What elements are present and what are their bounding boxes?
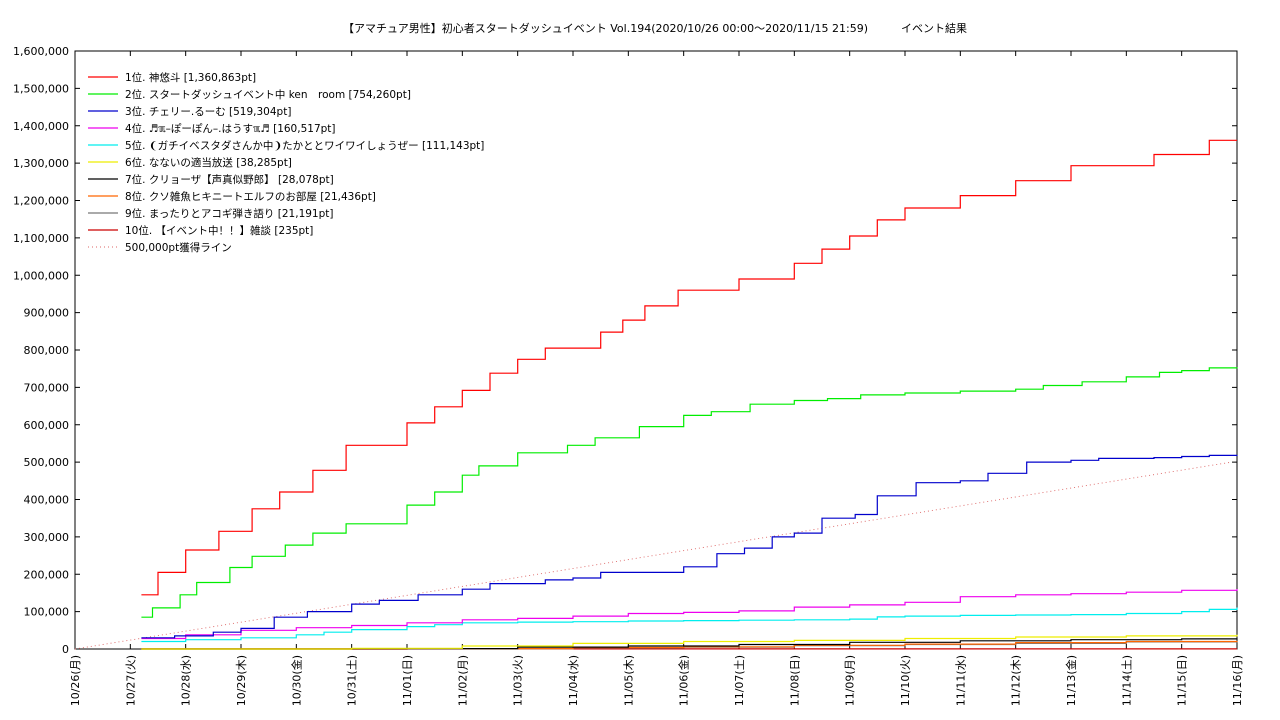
x-tick-label: 11/15(日) bbox=[1176, 655, 1189, 706]
x-tick-label: 11/13(金) bbox=[1064, 655, 1078, 706]
x-tick-label: 10/29(木) bbox=[235, 655, 248, 706]
legend-background bbox=[80, 61, 535, 297]
x-tick-label: 11/14(土) bbox=[1120, 655, 1133, 706]
x-tick-label: 10/27(火) bbox=[124, 655, 137, 706]
y-tick-label: 1,300,000 bbox=[13, 157, 69, 170]
y-tick-label: 0 bbox=[62, 643, 69, 656]
legend-label: 500,000pt獲得ライン bbox=[125, 241, 232, 254]
series-layer bbox=[74, 139, 1238, 650]
y-tick-label: 600,000 bbox=[24, 419, 70, 432]
x-tick-label: 11/12(木) bbox=[1010, 655, 1023, 706]
y-tick-label: 1,200,000 bbox=[13, 195, 69, 208]
axes: 0 100,000 200,000 300,000 400,000 500,000 600,… bbox=[13, 45, 1244, 706]
series-line bbox=[141, 139, 1237, 596]
x-tick-label: 11/16(月) bbox=[1231, 655, 1244, 706]
x-tick-label: 11/08(日) bbox=[788, 655, 801, 706]
x-tick-label: 10/31(土) bbox=[346, 655, 359, 706]
series-line bbox=[141, 367, 1238, 618]
x-tick-label: 10/30(金) bbox=[289, 655, 303, 706]
legend-label: 6位. なないの適当放送 [38,285pt] bbox=[125, 156, 292, 169]
x-tick-label: 11/04(水) bbox=[567, 655, 580, 706]
legend-label: 3位. チェリー.るーむ [519,304pt] bbox=[125, 105, 291, 118]
y-tick-label: 100,000 bbox=[24, 606, 70, 619]
y-tick-label: 1,600,000 bbox=[13, 45, 69, 58]
legend-label: 1位. 神悠斗 [1,360,863pt] bbox=[125, 71, 256, 84]
y-tick-label: 800,000 bbox=[24, 344, 70, 357]
x-tick-label: 11/06(金) bbox=[677, 655, 691, 706]
y-tick-label: 300,000 bbox=[24, 531, 70, 544]
series-line bbox=[141, 607, 1238, 643]
legend: 1位. 神悠斗 [1,360,863pt] 2位. スタートダッシュイベント中 k… bbox=[80, 61, 535, 297]
legend-label: 10位. 【イベント中！！】雑談 [235pt] bbox=[125, 224, 313, 237]
legend-label: 5位. ❨ガチイベスタダさんか中❩たかととワイワイしょうぜー [111,143p… bbox=[125, 139, 484, 152]
x-tick-label: 11/02(月) bbox=[456, 655, 469, 706]
y-tick-label: 1,000,000 bbox=[13, 269, 69, 282]
x-tick-label: 11/07(土) bbox=[733, 655, 746, 706]
series-line bbox=[141, 638, 1238, 650]
series-line bbox=[141, 454, 1238, 639]
x-tick-label: 11/03(火) bbox=[512, 655, 525, 706]
legend-label: 9位. まったりとアコギ弾き語り [21,191pt] bbox=[125, 207, 334, 220]
series-line bbox=[141, 589, 1238, 640]
y-tick-label: 200,000 bbox=[24, 568, 70, 581]
series-line bbox=[141, 634, 1238, 650]
chart-title: 【アマチュア男性】初心者スタートダッシュイベント Vol.194(2020/10… bbox=[342, 22, 967, 35]
x-tick-label: 11/01(日) bbox=[401, 655, 414, 706]
x-tick-label: 10/28(水) bbox=[180, 655, 193, 706]
x-tick-label: 11/10(火) bbox=[899, 655, 912, 706]
y-tick-label: 700,000 bbox=[24, 381, 70, 394]
y-tick-label: 400,000 bbox=[24, 494, 70, 507]
legend-label: 2位. スタートダッシュイベント中 ken room [754,260pt] bbox=[125, 88, 411, 101]
y-tick-label: 500,000 bbox=[24, 456, 70, 469]
x-tick-label: 11/05(木) bbox=[622, 655, 635, 706]
y-tick-label: 1,100,000 bbox=[13, 232, 69, 245]
legend-label: 8位. クソ雑魚ヒキニートエルフのお部屋 [21,436pt] bbox=[125, 190, 376, 203]
legend-label: 7位. クリョーザ【声真似野郎】 [28,078pt] bbox=[125, 173, 334, 186]
x-tick-label: 10/26(月) bbox=[69, 655, 82, 706]
x-tick-label: 11/11(水) bbox=[954, 655, 967, 706]
y-tick-label: 900,000 bbox=[24, 307, 70, 320]
y-tick-label: 1,500,000 bbox=[13, 82, 69, 95]
y-tick-label: 1,400,000 bbox=[13, 120, 69, 133]
x-tick-label: 11/09(月) bbox=[844, 655, 857, 706]
legend-label: 4位. ♬ℼ–ぽーぽん–.はうすℼ♬ [160,517pt] bbox=[125, 122, 336, 135]
series-line bbox=[74, 461, 1232, 650]
